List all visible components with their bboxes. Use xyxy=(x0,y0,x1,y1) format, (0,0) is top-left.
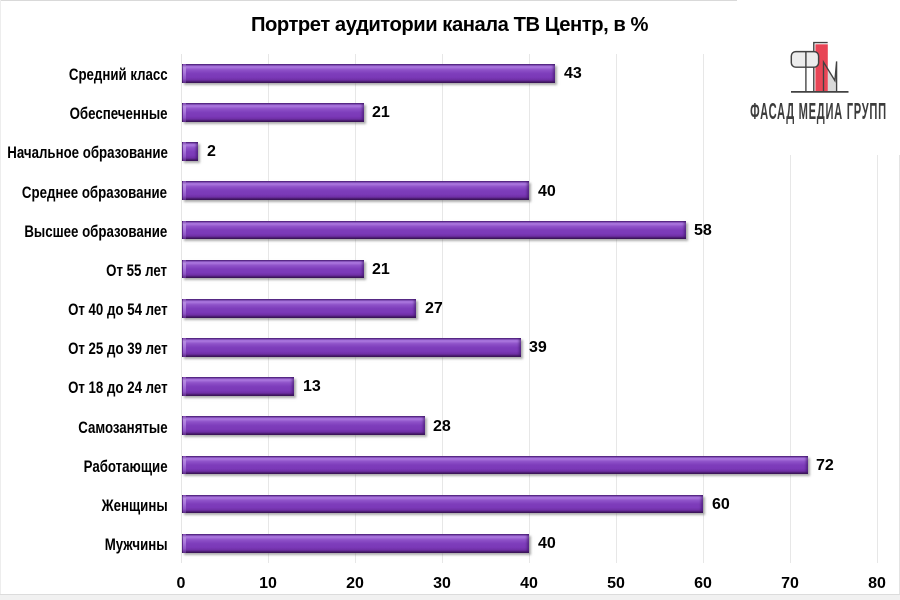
svg-text:ФАСАД МЕДИА ГРУПП: ФАСАД МЕДИА ГРУПП xyxy=(750,99,887,124)
